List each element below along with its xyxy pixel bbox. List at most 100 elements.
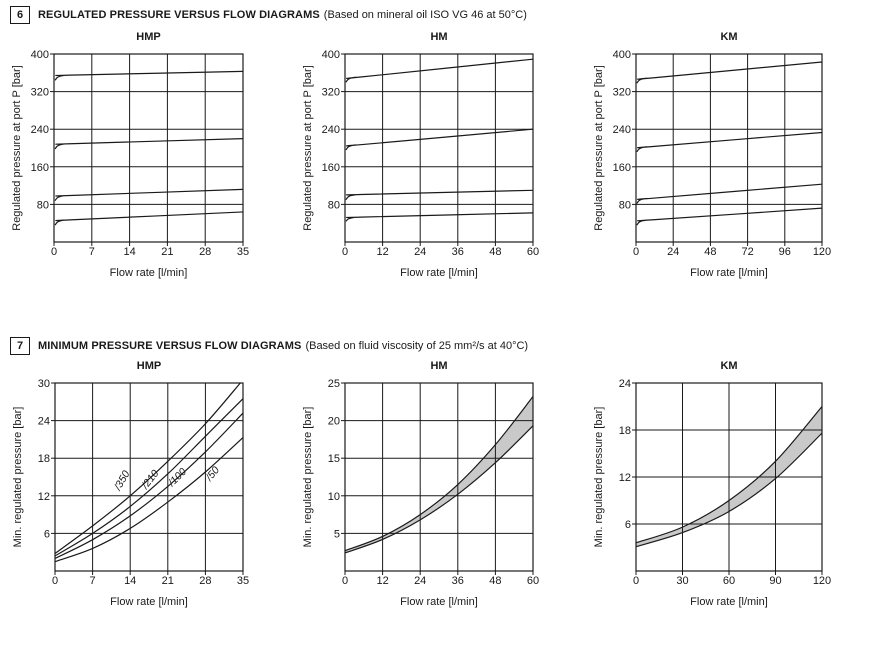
plot-area: 0 7 14 21 28 35 80 160 240 320 400 HMP Flow rate [l/…: [11, 31, 249, 279]
x-axis-label: Flow rate [l/min]: [110, 267, 188, 279]
chart-regulated-km: 0 24 48 72 96 120 80 160 240 320 400 KM Flow rate [l…: [593, 31, 831, 279]
series-line-3: [345, 189, 534, 201]
x-tick-label: 120: [813, 575, 831, 587]
y-tick-label: 80: [619, 199, 631, 211]
chart-minimum-km: 0 30 60 90 120 6 12 18 24 KM Flow rate [l/min] Min.…: [593, 360, 831, 608]
x-tick-label: 60: [527, 575, 539, 587]
x-tick-label: 96: [779, 246, 791, 258]
plot-area: 0 24 48 72 96 120 80 160 240 320 400 KM Flow rate [l…: [593, 31, 831, 279]
series-line-2: [636, 131, 823, 153]
series-line-3: [54, 188, 244, 202]
x-tick-label: 24: [414, 246, 426, 258]
series-line-4: [54, 437, 244, 563]
chart-regulated-hm: 0 12 24 36 48 60 80 160 240 320 400 HM Flow rate [l/…: [302, 31, 539, 279]
plot-area: 0 30 60 90 120 6 12 18 24 KM Flow rate [l/min] Min.…: [593, 360, 831, 608]
chart-regulated-hmp: 0 7 14 21 28 35 80 160 240 320 400 HMP Flow rate [l/…: [11, 31, 249, 279]
series-line-1: [54, 382, 241, 554]
chart-title: HMP: [136, 31, 160, 43]
y-axis-label: Min. regulated pressure [bar]: [302, 407, 314, 548]
x-axis-label: Flow rate [l/min]: [110, 596, 188, 608]
x-tick-label: 0: [633, 575, 639, 587]
y-tick-label: 400: [322, 49, 340, 61]
series-line-2: [635, 432, 823, 548]
chart-minimum-hmp: 0 7 14 21 28 35612182430/350/210/100/50HMPFlo…: [12, 360, 249, 608]
x-tick-label: 24: [414, 575, 426, 587]
y-tick-label: 160: [613, 162, 631, 174]
y-axis-label: Min. regulated pressure [bar]: [593, 407, 605, 548]
series-line-2: [54, 138, 244, 150]
curve-label: /350: [111, 469, 132, 494]
x-tick-label: 7: [90, 575, 96, 587]
y-axis-label: Regulated pressure at port P [bar]: [11, 65, 23, 231]
series-line-1: [636, 61, 823, 84]
y-tick-label: 15: [328, 453, 340, 465]
y-tick-label: 240: [613, 124, 631, 136]
x-tick-label: 48: [489, 246, 501, 258]
chart-title: HM: [430, 31, 447, 43]
y-tick-label: 400: [613, 49, 631, 61]
y-tick-label: 5: [334, 528, 340, 540]
y-tick-label: 20: [328, 416, 340, 428]
section-7-title: MINIMUM PRESSURE VERSUS FLOW DIAGRAMS: [38, 340, 302, 352]
series-line-4: [345, 212, 534, 222]
section-6-number: 6: [10, 6, 30, 24]
x-tick-label: 28: [199, 246, 211, 258]
y-axis-label: Regulated pressure at port P [bar]: [302, 65, 314, 231]
plot-frame: [344, 382, 534, 572]
x-tick-label: 48: [704, 246, 716, 258]
x-tick-label: 0: [342, 246, 348, 258]
x-tick-label: 21: [162, 575, 174, 587]
section-6-title: REGULATED PRESSURE VERSUS FLOW DIAGRAMS: [38, 9, 320, 21]
series-line-3: [54, 412, 244, 560]
y-axis-label: Min. regulated pressure [bar]: [12, 407, 24, 548]
y-tick-label: 320: [322, 87, 340, 99]
x-axis-label: Flow rate [l/min]: [690, 267, 768, 279]
x-axis-label: Flow rate [l/min]: [400, 596, 478, 608]
y-tick-label: 80: [328, 199, 340, 211]
plot-frame: [54, 382, 244, 572]
section-7-subtitle: (Based on fluid viscosity of 25 mm²/s at…: [305, 340, 529, 352]
series-line-3: [636, 183, 823, 204]
series-line-1: [344, 396, 534, 552]
x-tick-label: 90: [769, 575, 781, 587]
x-tick-label: 14: [123, 246, 135, 258]
x-tick-label: 35: [237, 575, 249, 587]
x-tick-label: 120: [813, 246, 831, 258]
plot-frame: [635, 53, 823, 243]
section-7-header: 7 MINIMUM PRESSURE VERSUS FLOW DIAGRAMS …: [10, 337, 528, 355]
x-tick-label: 0: [51, 246, 57, 258]
plot-frame: [53, 53, 244, 243]
plot-area: 0 7 14 21 28 35612182430/350/210/100/50HMPFlo…: [12, 360, 249, 608]
section-7-number: 7: [10, 337, 30, 355]
x-tick-label: 7: [89, 246, 95, 258]
y-tick-label: 6: [44, 528, 50, 540]
x-tick-label: 12: [376, 575, 388, 587]
y-tick-label: 30: [38, 378, 50, 390]
x-tick-label: 36: [452, 246, 464, 258]
x-tick-label: 21: [161, 246, 173, 258]
x-tick-label: 0: [633, 246, 639, 258]
series-line-2: [54, 398, 244, 557]
y-tick-label: 320: [31, 87, 49, 99]
plot-area: 0 12 24 36 48 60 80 160 240 320 400 HM Flow rate [l/…: [302, 31, 539, 279]
shaded-band: [345, 396, 533, 553]
chart-minimum-hm: 0 12 24 36 48 60 5 10 15 20 25 HM Flow rate [l/min] M…: [302, 360, 539, 608]
y-tick-label: 320: [613, 87, 631, 99]
chart-title: KM: [720, 31, 737, 43]
x-axis-label: Flow rate [l/min]: [400, 267, 478, 279]
x-tick-label: 0: [52, 575, 58, 587]
y-tick-label: 10: [328, 491, 340, 503]
x-tick-label: 48: [489, 575, 501, 587]
series-line-1: [345, 58, 534, 83]
y-tick-label: 24: [38, 416, 50, 428]
x-tick-label: 12: [376, 246, 388, 258]
x-tick-label: 72: [741, 246, 753, 258]
x-tick-label: 14: [124, 575, 136, 587]
series-line-2: [345, 128, 534, 151]
x-tick-label: 0: [342, 575, 348, 587]
x-tick-label: 60: [527, 246, 539, 258]
x-tick-label: 60: [723, 575, 735, 587]
x-axis-label: Flow rate [l/min]: [690, 596, 768, 608]
chart-title: KM: [720, 360, 737, 372]
section-6-subtitle: (Based on mineral oil ISO VG 46 at 50°C): [323, 9, 527, 21]
